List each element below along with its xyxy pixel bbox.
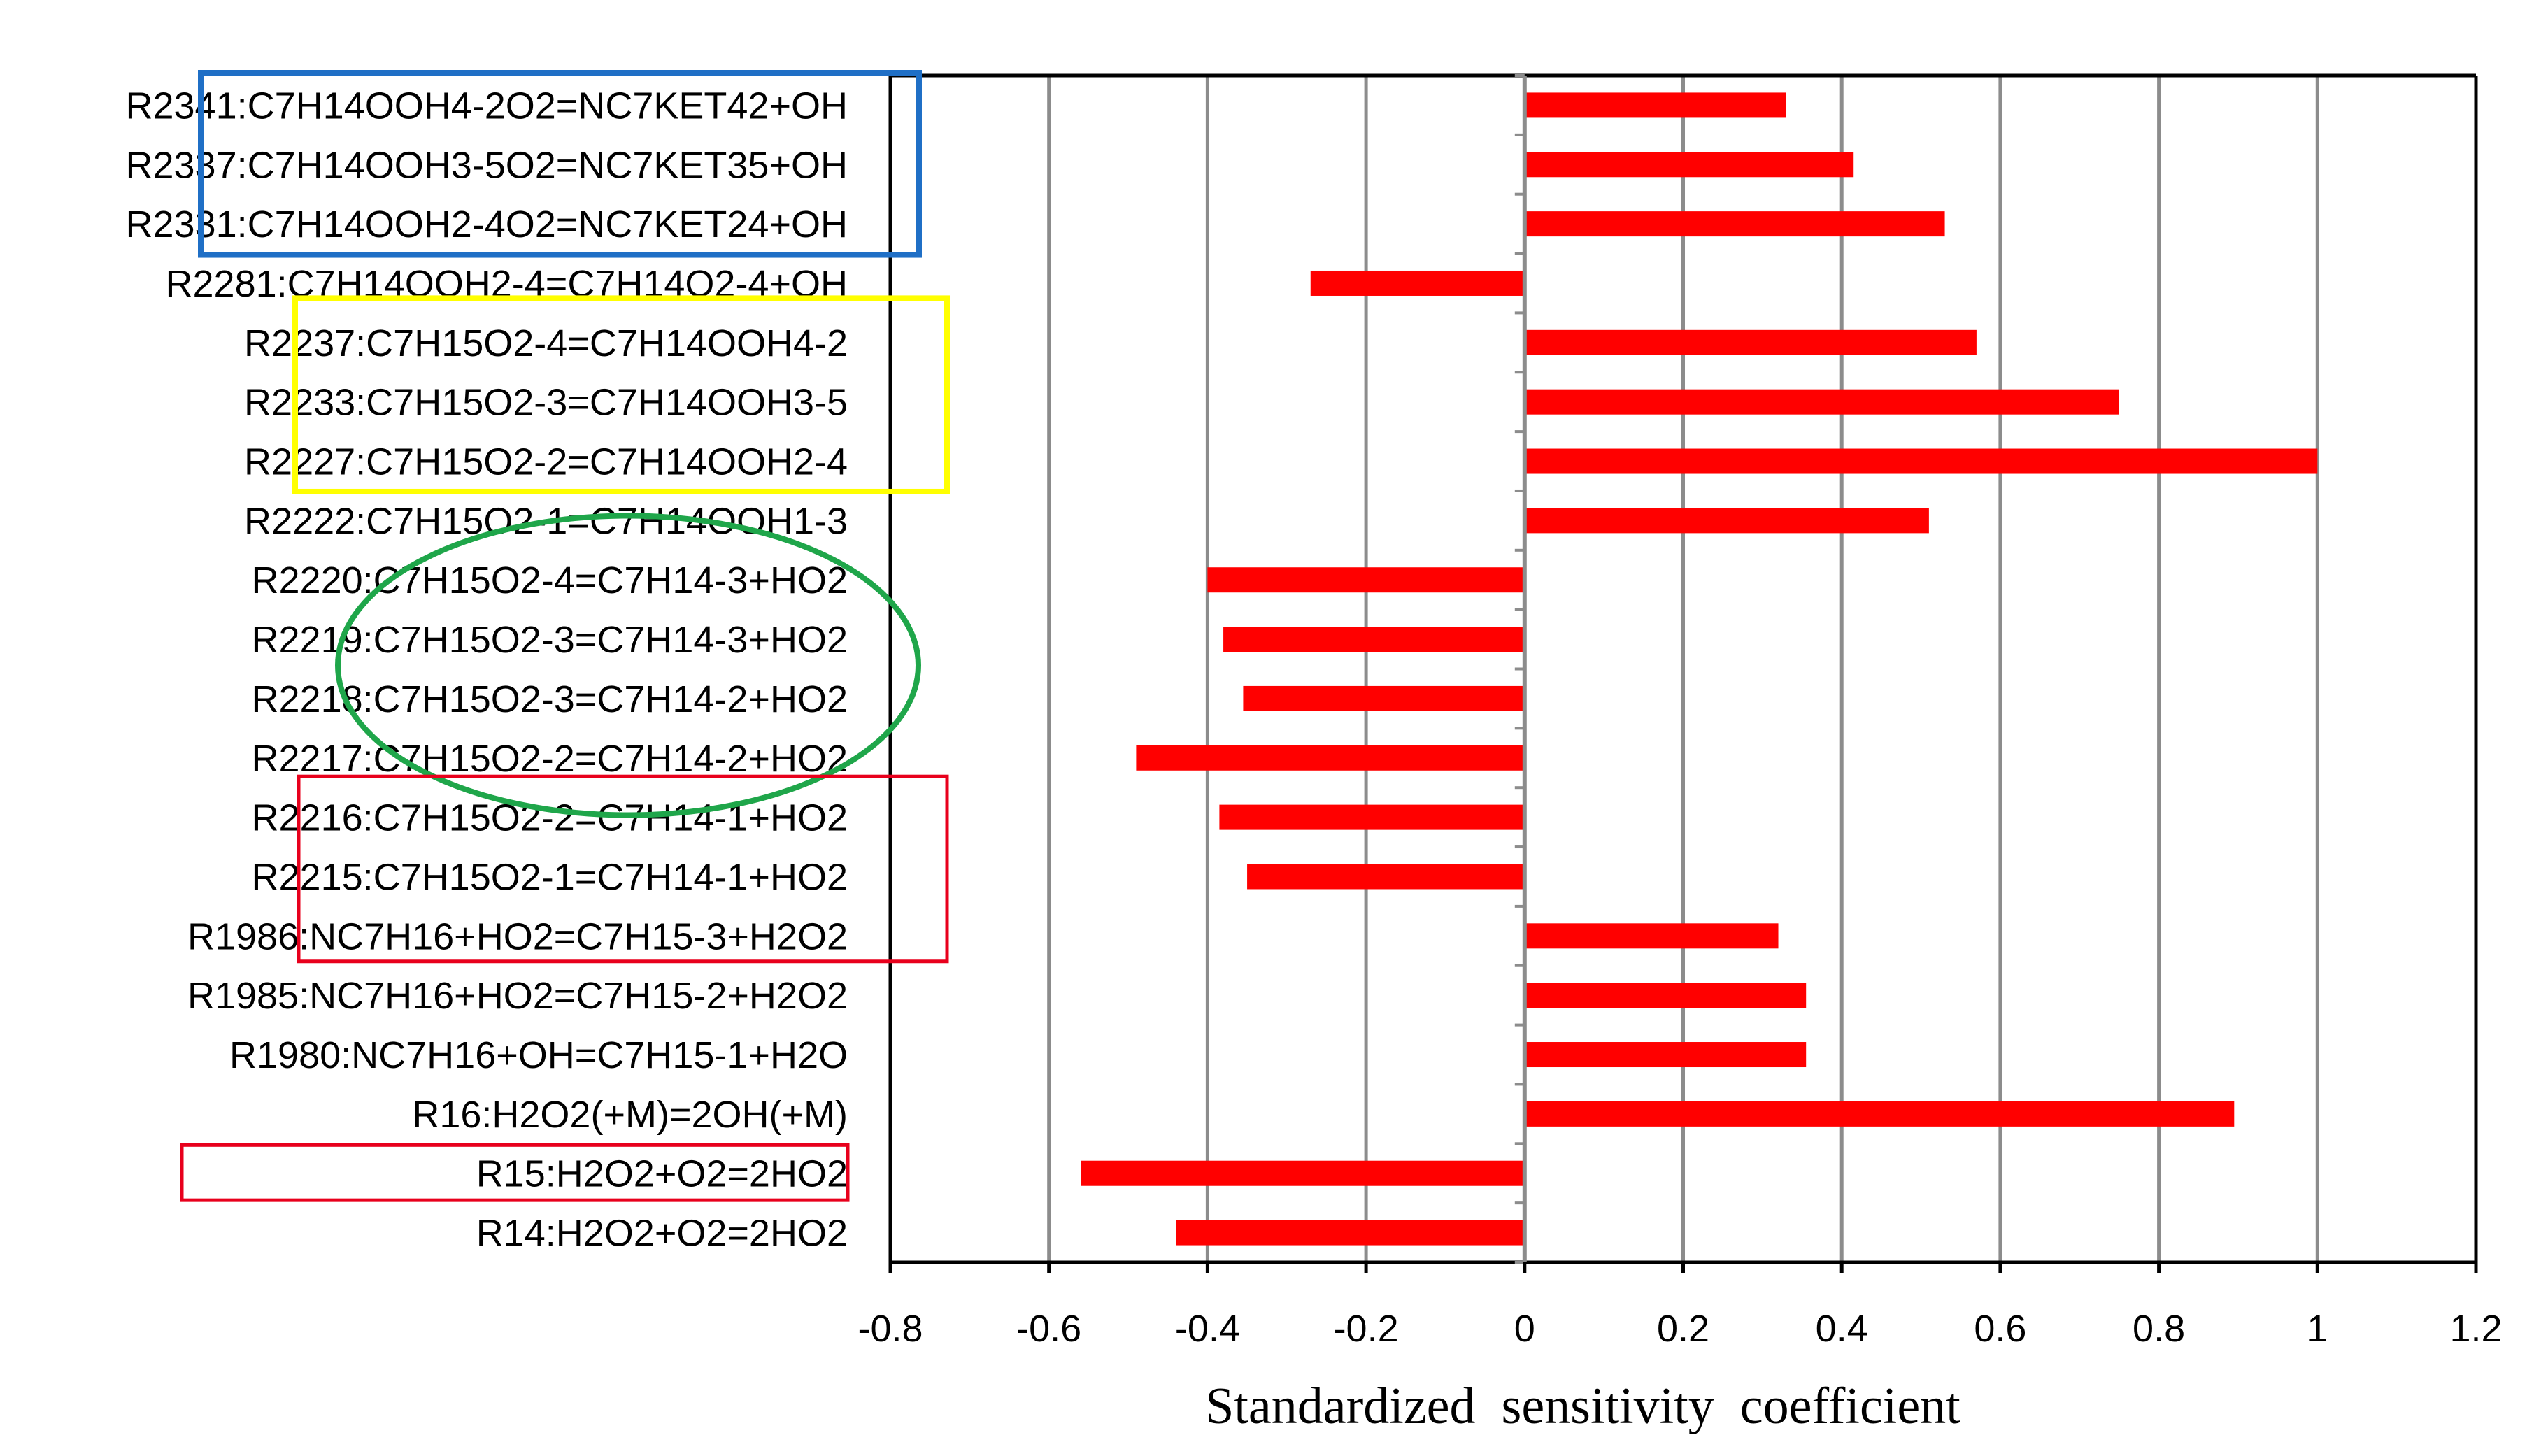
bar-14 (1524, 923, 1779, 949)
category-labels: R2341:C7H14OOH4-2O2=NC7KET42+OH R2337:C7H… (126, 85, 848, 1254)
x-tick-label-7: 0.6 (1974, 1308, 2026, 1350)
bar-6 (1524, 448, 2318, 474)
x-tick-label-6: 0.4 (1816, 1308, 1868, 1350)
category-label-17: R16:H2O2(+M)=2OH(+M) (412, 1094, 848, 1136)
x-tick-label-1: -0.6 (1016, 1308, 1081, 1350)
bar-1 (1524, 152, 1854, 178)
bar-13 (1247, 864, 1525, 890)
bar-19 (1176, 1220, 1525, 1246)
x-tick-label-4: 0 (1514, 1308, 1535, 1350)
bar-9 (1223, 627, 1525, 652)
bar-15 (1524, 983, 1807, 1008)
bar-18 (1081, 1160, 1525, 1186)
bar-12 (1219, 804, 1525, 830)
x-tick-label-8: 0.8 (2133, 1308, 2185, 1350)
category-label-12: R2216:C7H15O2-2=C7H14-1+HO2 (252, 797, 848, 839)
x-tick-label-2: -0.4 (1175, 1308, 1240, 1350)
category-label-5: R2233:C7H15O2-3=C7H14OOH3-5 (244, 382, 848, 424)
x-tick-label-9: 1 (2307, 1308, 2328, 1350)
category-label-1: R2337:C7H14OOH3-5O2=NC7KET35+OH (126, 144, 848, 186)
category-label-15: R1985:NC7H16+HO2=C7H15-2+H2O2 (187, 975, 848, 1017)
bar-4 (1524, 329, 1977, 355)
axes (888, 73, 2478, 1273)
bar-16 (1524, 1042, 1807, 1068)
bar-3 (1310, 270, 1525, 296)
category-label-4: R2237:C7H15O2-4=C7H14OOH4-2 (244, 322, 848, 364)
bar-7 (1524, 508, 1929, 534)
highlight-annotations (180, 70, 950, 1202)
annotation-yellow-box (292, 295, 950, 494)
annotation-blue-box (198, 70, 922, 258)
category-label-13: R2215:C7H15O2-1=C7H14-1+HO2 (252, 856, 848, 898)
category-label-16: R1980:NC7H16+OH=C7H15-1+H2O (229, 1034, 848, 1076)
x-tick-label-3: -0.2 (1334, 1308, 1399, 1350)
bar-17 (1524, 1101, 2235, 1127)
category-label-14: R1986:NC7H16+HO2=C7H15-3+H2O2 (187, 915, 848, 957)
annotation-green-ellipse (335, 513, 921, 818)
bar-5 (1524, 389, 2119, 415)
bar-10 (1243, 685, 1525, 711)
x-tick-label-5: 0.2 (1657, 1308, 1709, 1350)
category-label-0: R2341:C7H14OOH4-2O2=NC7KET42+OH (126, 85, 848, 127)
x-tick-label-0: -0.8 (857, 1308, 923, 1350)
category-label-19: R14:H2O2+O2=2HO2 (476, 1213, 848, 1255)
x-tick-labels: -0.8 -0.6 -0.4 -0.2 0 0.2 0.4 0.6 0.8 1 1.2 (857, 1308, 2502, 1350)
annotation-red-box-large (297, 774, 949, 964)
bar-2 (1524, 211, 1945, 237)
category-label-2: R2331:C7H14OOH2-4O2=NC7KET24+OH (126, 204, 848, 245)
category-label-18: R15:H2O2+O2=2HO2 (476, 1153, 848, 1195)
x-axis-title: Standardized sensitivity coefficient (1205, 1378, 1960, 1435)
x-tick-label-10: 1.2 (2449, 1308, 2502, 1350)
category-label-11: R2217:C7H15O2-2=C7H14-2+HO2 (252, 738, 848, 780)
bar-0 (1524, 92, 1786, 118)
bar-11 (1136, 745, 1525, 771)
category-label-8: R2220:C7H15O2-4=C7H14-3+HO2 (252, 559, 848, 601)
bar-8 (1207, 567, 1525, 593)
category-label-6: R2227:C7H15O2-2=C7H14OOH2-4 (244, 441, 848, 483)
bars (1081, 92, 2318, 1246)
annotation-red-box-small (180, 1143, 850, 1202)
